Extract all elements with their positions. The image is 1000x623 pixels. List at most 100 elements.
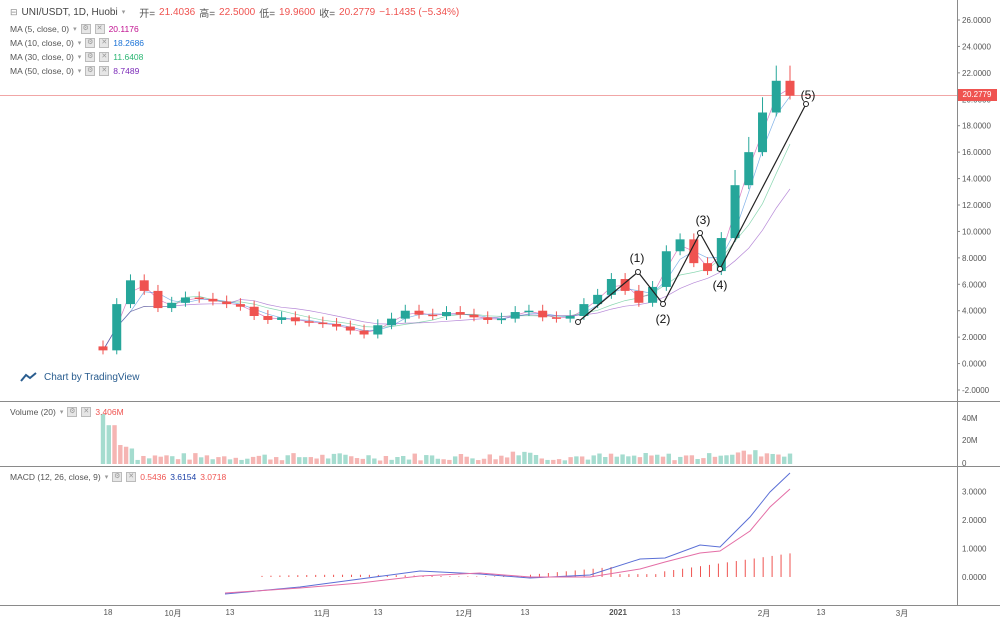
time-tick-label: 2021 — [609, 608, 627, 617]
ma-value: 11.6408 — [113, 52, 144, 62]
chevron-down-icon[interactable]: ▾ — [104, 474, 109, 481]
close-icon[interactable]: ✕ — [94, 24, 105, 34]
macd-label: MACD (12, 26, close, 9) — [10, 472, 101, 482]
change-value: −1.1435 (−5.34%) — [379, 6, 460, 18]
volume-bar — [383, 456, 389, 464]
volume-chart[interactable] — [0, 402, 957, 466]
volume-bar — [649, 455, 654, 464]
time-tick-label: 12月 — [455, 609, 473, 618]
price-pane[interactable]: (1) (2) (3) (4) (5) — [0, 0, 957, 401]
volume-bar — [302, 457, 308, 464]
close-icon[interactable]: ✕ — [99, 52, 110, 62]
candle-body — [359, 330, 369, 335]
volume-bar — [273, 457, 279, 464]
chevron-down-icon[interactable]: ▾ — [77, 40, 82, 47]
chevron-down-icon[interactable]: ▾ — [77, 54, 82, 61]
price-tick-label: 8.0000 — [962, 254, 987, 263]
volume-bar — [528, 452, 533, 464]
volume-bar — [170, 456, 175, 464]
volume-bar — [493, 459, 498, 464]
close-icon[interactable]: ✕ — [99, 38, 110, 48]
settings-icon[interactable]: ⚙ — [85, 38, 96, 48]
volume-bar — [158, 456, 163, 464]
high-label: 高= — [199, 8, 216, 20]
macd-histogram-value: 0.5436 — [140, 472, 167, 482]
chevron-down-icon[interactable]: ▾ — [121, 9, 126, 16]
price-axis[interactable]: 26.000024.000022.000020.000018.000016.00… — [957, 0, 1000, 401]
volume-tick-label: 20M — [962, 436, 978, 445]
chevron-down-icon[interactable]: ▾ — [59, 409, 64, 416]
volume-legend[interactable]: Volume (20) ▾ ⚙ ✕ 3.406M — [10, 405, 124, 419]
settings-icon[interactable]: ⚙ — [85, 52, 96, 62]
volume-bar — [112, 425, 117, 464]
candle-body — [208, 298, 218, 302]
settings-icon[interactable]: ⚙ — [80, 24, 91, 34]
collapse-icon[interactable]: ⊟ — [10, 6, 18, 17]
settings-icon[interactable]: ⚙ — [112, 472, 123, 482]
volume-bar — [100, 413, 106, 464]
volume-bar — [389, 459, 394, 464]
volume-bar — [441, 459, 446, 464]
ma-legend-2[interactable]: MA (30, close, 0) ▾ ⚙ ✕ 11.6408 — [10, 50, 143, 64]
price-chart[interactable]: (1) (2) (3) (4) (5) — [0, 0, 957, 401]
volume-bar — [279, 460, 285, 464]
volume-bar — [146, 458, 152, 464]
volume-bar — [256, 455, 262, 464]
volume-bar — [395, 457, 400, 464]
price-tick-label: 6.0000 — [962, 280, 987, 289]
chevron-down-icon[interactable]: ▾ — [77, 68, 82, 75]
volume-bar — [481, 458, 487, 464]
price-tick-label: 24.0000 — [962, 42, 991, 51]
tradingview-watermark[interactable]: Chart by TradingView — [20, 371, 139, 383]
macd-legend[interactable]: MACD (12, 26, close, 9) ▾ ⚙ ✕ 0.5436 3.615… — [10, 470, 226, 484]
macd-pane[interactable] — [0, 467, 957, 605]
chevron-down-icon[interactable]: ▾ — [73, 26, 77, 33]
macd-chart[interactable] — [0, 467, 957, 605]
settings-icon[interactable]: ⚙ — [67, 407, 78, 417]
symbol-title[interactable]: UNI/USDT, 1D, Huobi — [21, 6, 118, 18]
volume-bar — [568, 457, 573, 464]
volume-bar — [701, 458, 706, 464]
volume-bar — [545, 459, 550, 464]
ma-legend-1[interactable]: MA (10, close, 0) ▾ ⚙ ✕ 18.2686 — [10, 36, 144, 50]
volume-bar — [643, 452, 648, 464]
settings-icon[interactable]: ⚙ — [85, 66, 96, 76]
tradingview-logo-icon — [20, 372, 37, 382]
volume-axis[interactable]: 40M 20M 0 — [957, 402, 1000, 468]
time-tick-label: 13 — [373, 608, 383, 617]
macd-axis[interactable]: 3.0000 2.0000 1.0000 0.0000 — [957, 467, 1000, 605]
candle-body — [180, 297, 190, 303]
volume-bar — [198, 457, 204, 464]
close-icon[interactable]: ✕ — [126, 472, 137, 482]
volume-bar — [239, 459, 244, 464]
time-axis[interactable]: 18 10月 13 11月 13 12月 13 2021 13 2月 13 3月 — [0, 605, 957, 623]
price-tick-label: 14.0000 — [962, 175, 991, 184]
volume-bar — [412, 453, 417, 464]
volume-bar — [164, 455, 169, 464]
ma-legend-3[interactable]: MA (50, close, 0) ▾ ⚙ ✕ 8.7489 — [10, 64, 139, 78]
candle-body — [758, 112, 768, 153]
time-tick-label: 11月 — [313, 609, 331, 618]
candle-body — [593, 294, 603, 305]
close-icon[interactable]: ✕ — [81, 407, 92, 417]
candle-body — [139, 280, 149, 291]
candle-body — [387, 318, 397, 326]
macd-tick-label: 3.0000 — [962, 488, 987, 497]
volume-bar — [747, 454, 752, 464]
candle-body — [414, 310, 424, 315]
pane-divider[interactable] — [0, 466, 1000, 467]
axis-divider — [957, 0, 958, 605]
candle-body — [455, 312, 465, 315]
watermark-text: Chart by TradingView — [44, 371, 140, 383]
wave-point — [697, 230, 703, 236]
volume-bar — [764, 453, 770, 464]
time-tick-label: 13 — [816, 608, 826, 617]
price-tick-label: 22.0000 — [962, 69, 991, 78]
pane-divider[interactable] — [0, 401, 1000, 402]
ma-legend-0[interactable]: MA (5, close, 0) ▾ ⚙ ✕ 20.1176 — [10, 22, 139, 36]
volume-pane[interactable] — [0, 402, 957, 466]
close-icon[interactable]: ✕ — [99, 66, 110, 76]
volume-bar — [556, 459, 562, 464]
candle-body — [345, 326, 355, 331]
volume-bar — [585, 459, 591, 464]
